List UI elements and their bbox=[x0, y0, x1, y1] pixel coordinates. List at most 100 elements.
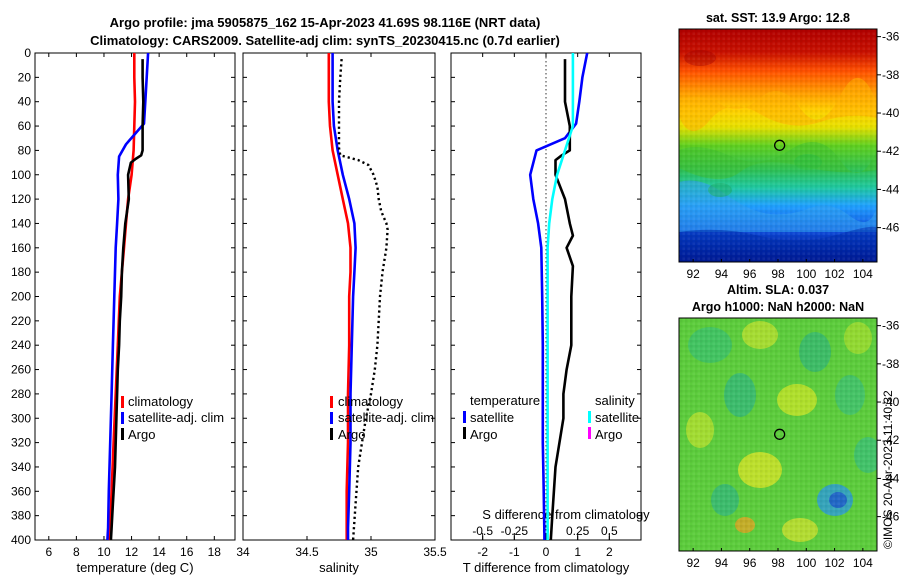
salinity-profile-panel: 34 34.5 35 35.5 salinity bbox=[236, 52, 447, 575]
series-line-t-satellite bbox=[528, 52, 589, 540]
x-top-tick-label: -0.5 bbox=[472, 524, 493, 538]
legend-swatch-s-satellite bbox=[588, 411, 591, 423]
lon-tick-label: 96 bbox=[743, 267, 757, 281]
legend-swatch-argo bbox=[121, 428, 124, 440]
lat-tick-label: -40 bbox=[882, 395, 900, 409]
legend-swatch-satellite bbox=[121, 412, 124, 424]
x-tick-label: 18 bbox=[208, 545, 222, 559]
x-axis-label: salinity bbox=[319, 560, 359, 575]
x-axis-label: temperature (deg C) bbox=[76, 560, 193, 575]
sla-map-features bbox=[679, 318, 877, 551]
series-line-argo bbox=[109, 59, 145, 541]
y-tick-label: 240 bbox=[11, 338, 31, 352]
sla-map-title-line1: Altim. SLA: 0.037 bbox=[727, 283, 829, 297]
x-tick-label: -1 bbox=[509, 545, 520, 559]
sla-map-title-line2: Argo h1000: NaN h2000: NaN bbox=[692, 300, 864, 314]
y-tick-label: 60 bbox=[18, 119, 32, 133]
x-tick-label: 2 bbox=[606, 545, 613, 559]
difference-legend: temperature salinity satellite Argo sate… bbox=[463, 393, 639, 442]
y-tick-label: 300 bbox=[11, 411, 31, 425]
x-tick-label: -2 bbox=[477, 545, 488, 559]
figure-title-line1: Argo profile: jma 5905875_162 15-Apr-202… bbox=[110, 15, 541, 30]
lat-tick-label: -44 bbox=[882, 182, 900, 196]
y-tick-label: 160 bbox=[11, 241, 31, 255]
x-tick-label: 12 bbox=[125, 545, 139, 559]
temperature-legend: climatology satellite-adj. clim Argo bbox=[121, 394, 224, 442]
lat-tick-label: -38 bbox=[882, 68, 900, 82]
legend-label-s-satellite: satellite bbox=[595, 410, 639, 425]
y-tick-label: 140 bbox=[11, 216, 31, 230]
sla-map-axes: 92 94 96 98 100 102 104 -36 -38 -40 -42 -44 -46 bbox=[686, 319, 899, 570]
y-tick-label: 120 bbox=[11, 192, 31, 206]
legend-label-t-argo: Argo bbox=[470, 427, 497, 442]
x-tick-label: 14 bbox=[152, 545, 166, 559]
legend-label-argo: Argo bbox=[338, 427, 365, 442]
lon-tick-label: 94 bbox=[715, 556, 729, 570]
axes-frame bbox=[242, 52, 436, 541]
x-tick-label: 16 bbox=[180, 545, 194, 559]
lat-tick-label: -44 bbox=[882, 471, 900, 485]
lat-tick-label: -42 bbox=[882, 433, 900, 447]
x-tick-label: 8 bbox=[73, 545, 80, 559]
lon-tick-label: 102 bbox=[825, 556, 845, 570]
lon-tick-label: 100 bbox=[796, 556, 816, 570]
y-tick-label: 360 bbox=[11, 484, 31, 498]
lon-tick-label: 96 bbox=[743, 556, 757, 570]
x-tick-label: 6 bbox=[45, 545, 52, 559]
lat-tick-label: -46 bbox=[882, 510, 900, 524]
lon-tick-label: 98 bbox=[771, 267, 785, 281]
lat-tick-label: -36 bbox=[882, 319, 900, 333]
lon-tick-label: 100 bbox=[796, 267, 816, 281]
x-tick-label: 35.5 bbox=[423, 545, 447, 559]
lon-tick-label: 98 bbox=[771, 556, 785, 570]
legend-label-argo: Argo bbox=[128, 427, 155, 442]
y-tick-label: 40 bbox=[18, 95, 32, 109]
lon-tick-label: 94 bbox=[715, 267, 729, 281]
legend-swatch-t-satellite bbox=[463, 411, 466, 423]
sla-argo-location-marker bbox=[773, 428, 786, 440]
legend-label-t-satellite: satellite bbox=[470, 410, 514, 425]
y-tick-label: 260 bbox=[11, 363, 31, 377]
temperature-profile-panel: 0 20 40 60 80 100 120 140 160 180 200 220 240 260 280 3… bbox=[11, 46, 236, 575]
legend-swatch-s-argo bbox=[588, 427, 591, 439]
x-tick-label: 10 bbox=[97, 545, 111, 559]
salinity-legend: climatology satellite-adj. clim Argo bbox=[330, 394, 434, 442]
y-tick-label: 20 bbox=[18, 70, 32, 84]
x-tick-label: 34.5 bbox=[295, 545, 319, 559]
x-axis-label: T difference from climatology bbox=[463, 560, 630, 575]
lon-tick-label: 92 bbox=[686, 267, 700, 281]
y-tick-label: 100 bbox=[11, 168, 31, 182]
x-top-tick-label: 0 bbox=[543, 524, 550, 538]
lon-tick-label: 92 bbox=[686, 556, 700, 570]
lat-tick-label: -38 bbox=[882, 357, 900, 371]
y-tick-label: 220 bbox=[11, 314, 31, 328]
legend-swatch-argo bbox=[330, 428, 333, 440]
sst-argo-location-marker bbox=[773, 139, 786, 151]
x-tick-label: 35 bbox=[364, 545, 378, 559]
y-tick-label: 0 bbox=[24, 46, 31, 60]
lat-tick-label: -46 bbox=[882, 221, 900, 235]
legend-swatch-climatology bbox=[330, 396, 333, 408]
sst-map-axes: 92 94 96 98 100 102 104 -36 -38 -40 -42 -44 -46 bbox=[686, 30, 899, 281]
legend-swatch-climatology bbox=[121, 396, 124, 408]
x-tick-label: 34 bbox=[236, 545, 250, 559]
sst-map-features bbox=[679, 29, 877, 262]
series-line-satellite-adj-clim bbox=[331, 53, 357, 540]
x-top-axis-label: S difference from climatology bbox=[482, 507, 650, 522]
series-line-argo bbox=[337, 59, 389, 541]
y-tick-label: 320 bbox=[11, 436, 31, 450]
y-tick-label: 400 bbox=[11, 533, 31, 547]
lon-tick-label: 104 bbox=[853, 267, 873, 281]
y-tick-label: 180 bbox=[11, 265, 31, 279]
y-tick-label: 80 bbox=[18, 143, 32, 157]
legend-label-climatology: climatology bbox=[338, 394, 404, 409]
lat-tick-label: -36 bbox=[882, 30, 900, 44]
series-line-climatology bbox=[327, 53, 352, 540]
y-tick-label: 380 bbox=[11, 509, 31, 523]
legend-header-temperature: temperature bbox=[470, 393, 540, 408]
legend-label-satellite: satellite-adj. clim bbox=[338, 410, 434, 425]
legend-label-climatology: climatology bbox=[128, 394, 194, 409]
y-tick-label: 280 bbox=[11, 387, 31, 401]
series-line-t-argo bbox=[549, 59, 575, 541]
